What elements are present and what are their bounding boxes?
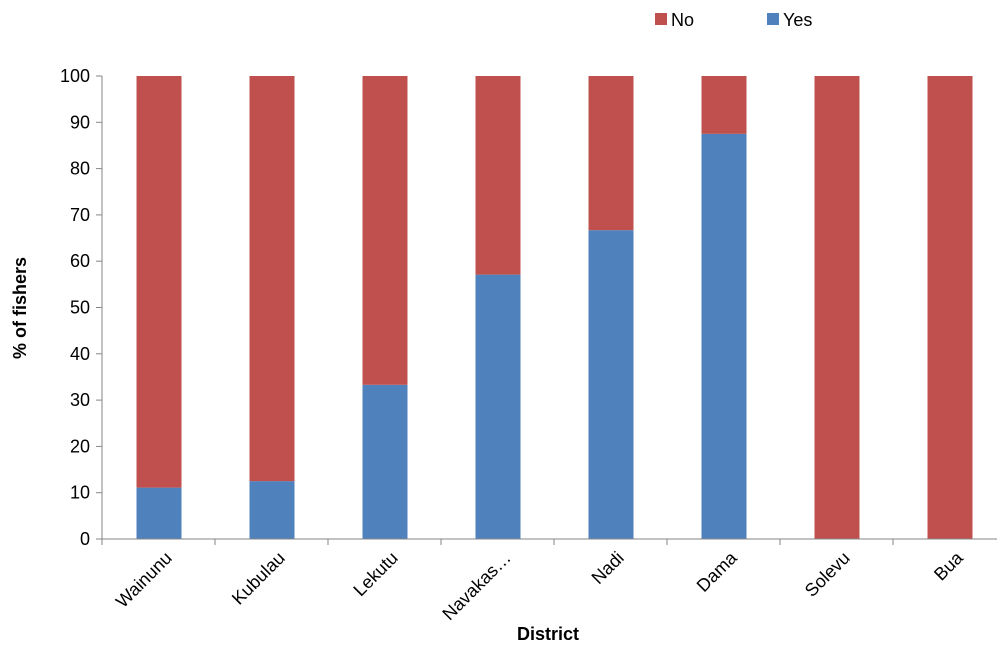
x-tick-label: Nadi (588, 548, 628, 588)
legend-label-yes: Yes (783, 10, 812, 30)
y-axis-title: % of fishers (10, 257, 30, 359)
bars (136, 76, 973, 539)
x-tick-label: Bua (930, 547, 967, 584)
legend-swatch-no (655, 13, 667, 25)
y-tick-label: 20 (70, 436, 90, 456)
x-axis-title: District (517, 624, 579, 644)
bar-no-bua (927, 76, 973, 539)
bar-yes-navakas (475, 274, 521, 539)
x-tick-label: Solevu (801, 548, 854, 601)
x-tick-label: Kubulau (228, 548, 289, 609)
bar-yes-nadi (588, 230, 634, 539)
y-tick-label: 90 (70, 112, 90, 132)
y-tick-label: 80 (70, 159, 90, 179)
y-tick-label: 60 (70, 251, 90, 271)
bar-no-navakas (475, 76, 521, 275)
x-tick-label: Wainunu (112, 548, 176, 612)
y-axis: 0 10 20 30 40 50 60 70 80 90 100 (60, 66, 103, 549)
bar-yes-wainunu (136, 487, 182, 539)
bar-yes-kubulau (249, 481, 295, 539)
legend-label-no: No (671, 10, 694, 30)
y-tick-label: 0 (80, 529, 90, 549)
bar-yes-dama (701, 133, 747, 539)
x-tick-label: Lekutu (349, 548, 401, 600)
y-tick-label: 70 (70, 205, 90, 225)
bar-no-dama (701, 76, 747, 134)
x-tick-label: Navakas… (438, 548, 514, 624)
x-axis: Wainunu Kubulau Lekutu Navakas… Nadi Dama Sole… (101, 538, 997, 624)
bar-no-solevu (814, 76, 860, 539)
bar-no-kubulau (249, 76, 295, 482)
bar-no-nadi (588, 76, 634, 231)
y-tick-label: 50 (70, 298, 90, 318)
bar-yes-lekutu (362, 384, 408, 539)
y-tick-label: 10 (70, 483, 90, 503)
legend: No Yes (655, 10, 812, 30)
y-tick-label: 100 (60, 66, 90, 86)
legend-swatch-yes (767, 13, 779, 25)
x-tick-label: Dama (693, 547, 742, 596)
y-tick-label: 40 (70, 344, 90, 364)
bar-no-wainunu (136, 76, 182, 488)
bar-no-lekutu (362, 76, 408, 385)
y-tick-label: 30 (70, 390, 90, 410)
